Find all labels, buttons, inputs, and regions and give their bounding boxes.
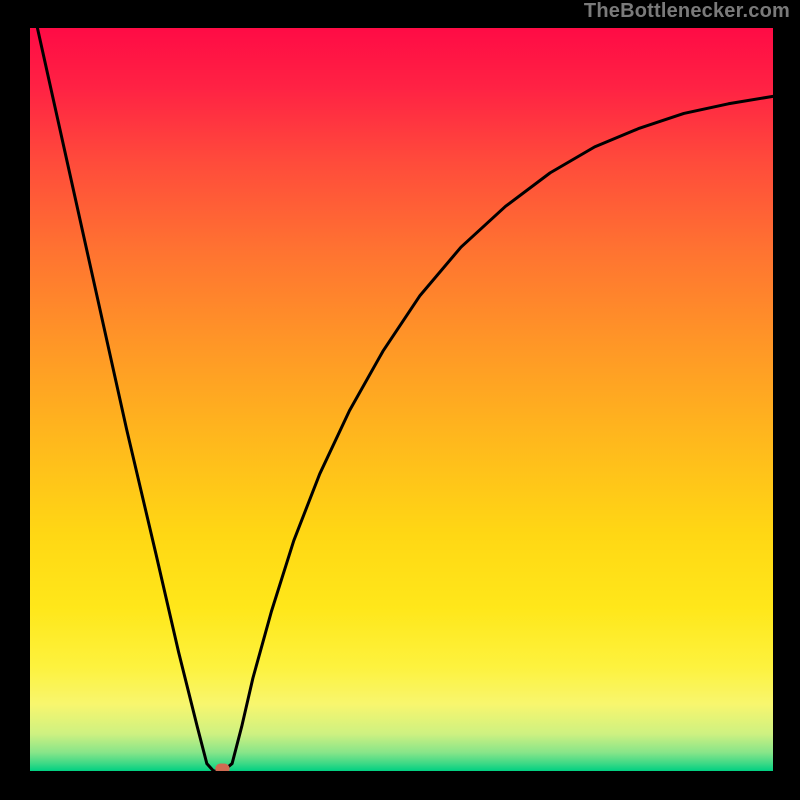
plot-area bbox=[30, 28, 773, 771]
chart-container: TheBottlenecker.com bbox=[0, 0, 800, 800]
optimal-point-marker bbox=[216, 764, 229, 771]
gradient-background bbox=[30, 28, 773, 771]
chart-svg bbox=[30, 28, 773, 771]
watermark-label: TheBottlenecker.com bbox=[584, 0, 790, 23]
